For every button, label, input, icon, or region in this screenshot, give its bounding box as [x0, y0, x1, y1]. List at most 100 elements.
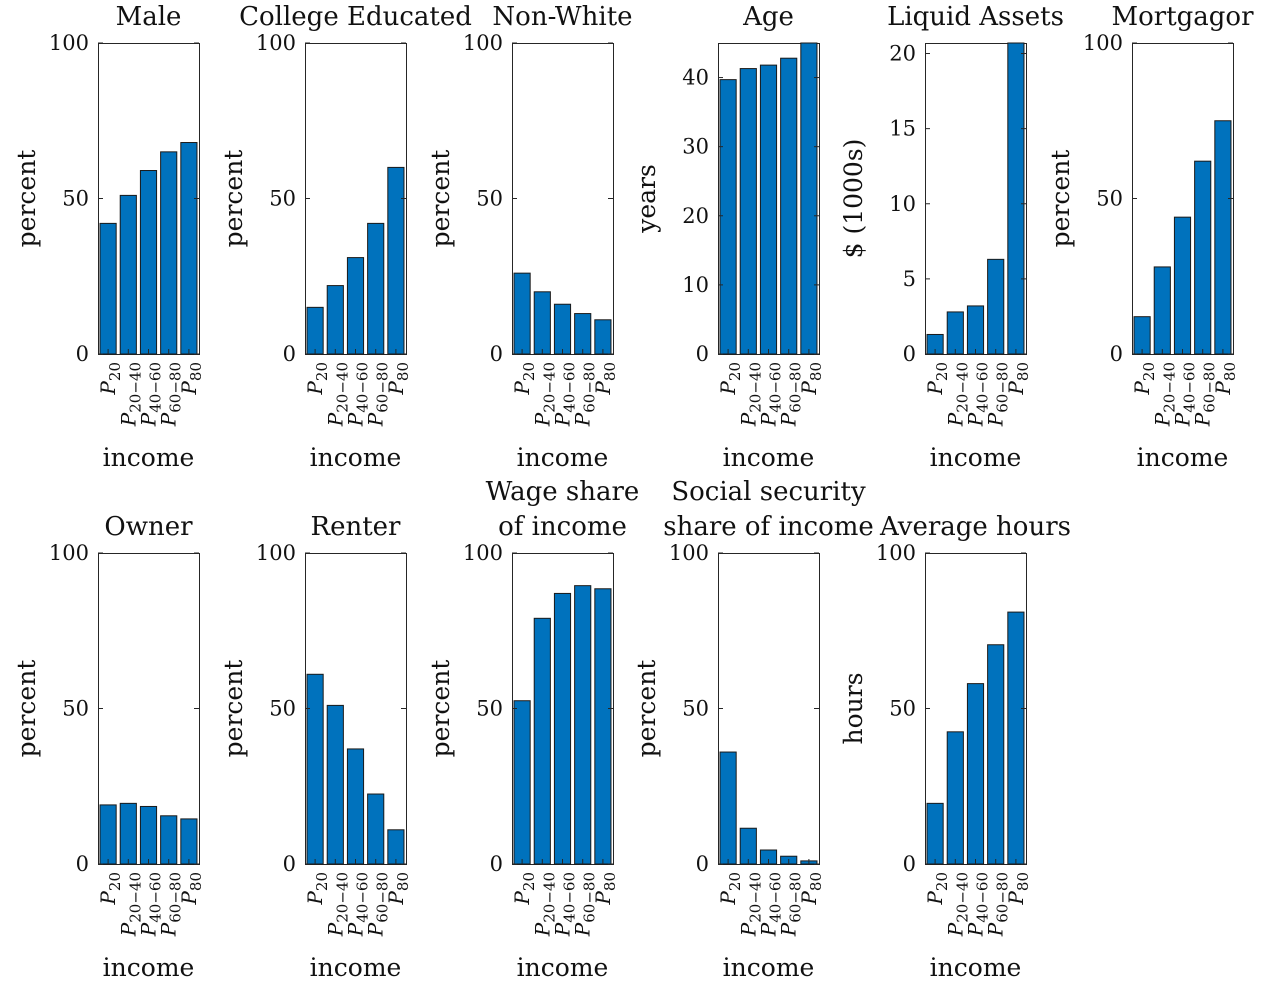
x-axis-label: income — [723, 953, 815, 982]
x-tick-label: P80 — [1211, 362, 1239, 396]
y-axis-label: percent — [426, 660, 455, 758]
bar — [180, 818, 198, 865]
x-tick-label: P80 — [1004, 872, 1032, 906]
x-tick-label: P20−40 — [1150, 362, 1178, 427]
x-tick-label: P40−60 — [344, 362, 372, 427]
x-tick-label: P40−60 — [344, 872, 372, 937]
bar — [387, 829, 405, 865]
chart-title: Mortgagor — [1111, 2, 1254, 32]
y-tick-label: 100 — [1083, 31, 1123, 55]
y-tick-label: 50 — [889, 697, 916, 721]
x-tick-label: P60−80 — [157, 362, 185, 427]
y-tick-label: 0 — [903, 342, 916, 366]
bar — [513, 272, 531, 355]
x-tick-label: P20−40 — [116, 872, 144, 937]
bar — [946, 731, 964, 865]
bar — [1173, 216, 1192, 355]
x-tick-label: P20 — [510, 872, 538, 906]
x-axis-label: income — [723, 443, 815, 472]
x-tick-label: P20−40 — [736, 872, 764, 937]
chart-title: College Educated — [239, 2, 472, 32]
x-tick-label: P20−40 — [736, 362, 764, 427]
bar — [119, 194, 137, 355]
x-axis-label: income — [103, 953, 195, 982]
bar — [574, 585, 592, 865]
bar — [387, 166, 405, 355]
x-tick-label: P80 — [177, 362, 205, 396]
bar — [533, 617, 551, 865]
y-axis-label: percent — [1046, 150, 1075, 248]
y-tick-label: 0 — [76, 852, 89, 876]
x-tick-label: P20 — [303, 872, 331, 906]
x-tick-label: P20−40 — [530, 872, 558, 937]
y-tick-label: 50 — [62, 697, 89, 721]
x-axis-label: income — [930, 443, 1022, 472]
x-tick-label: P80 — [384, 362, 412, 396]
bar — [326, 704, 344, 865]
bar — [99, 804, 117, 865]
y-tick-label: 10 — [682, 273, 709, 297]
x-tick-label: P60−80 — [571, 872, 599, 937]
y-tick-label: 0 — [1110, 342, 1123, 366]
x-tick-label: P20 — [96, 362, 124, 396]
x-axis-label: income — [930, 953, 1022, 982]
x-tick-label: P40−60 — [964, 362, 992, 427]
chart-title: Liquid Assets — [887, 2, 1064, 32]
chart-title: Renter — [311, 512, 402, 542]
x-tick-label: P60−80 — [1191, 362, 1219, 427]
x-tick-label: P80 — [177, 872, 205, 906]
x-tick-label: P40−60 — [551, 872, 579, 937]
bar — [346, 257, 365, 355]
chart-title: of income — [498, 512, 627, 542]
bar — [594, 588, 612, 865]
bar — [533, 291, 551, 355]
x-tick-label: P80 — [797, 872, 825, 906]
bar — [1153, 266, 1171, 355]
bar — [306, 673, 324, 865]
bar — [987, 644, 1005, 865]
x-tick-label: P80 — [591, 872, 619, 906]
y-tick-label: 50 — [62, 187, 89, 211]
y-tick-label: 50 — [476, 187, 503, 211]
y-axis-label: percent — [219, 660, 248, 758]
x-tick-label: P40−60 — [964, 872, 992, 937]
bar — [1007, 42, 1025, 355]
y-tick-label: 15 — [889, 117, 916, 141]
y-tick-label: 0 — [903, 852, 916, 876]
x-tick-label: P80 — [1004, 362, 1032, 396]
x-tick-label: P20 — [716, 872, 744, 906]
y-tick-label: 0 — [490, 852, 503, 876]
y-axis-label: years — [632, 164, 661, 234]
y-axis-label: percent — [426, 150, 455, 248]
bar — [739, 827, 757, 865]
x-tick-label: P40−60 — [137, 362, 165, 427]
x-tick-label: P60−80 — [364, 872, 392, 937]
bar — [160, 815, 178, 865]
bar — [1214, 120, 1232, 355]
chart-title: Owner — [104, 512, 193, 542]
y-tick-label: 20 — [889, 42, 916, 66]
y-tick-label: 0 — [696, 852, 709, 876]
y-tick-label: 100 — [463, 541, 503, 565]
y-tick-label: 100 — [256, 541, 296, 565]
chart-title: Age — [742, 2, 794, 32]
x-axis-label: income — [1137, 443, 1229, 472]
chart-title: share of income — [663, 512, 874, 542]
x-tick-label: P40−60 — [757, 872, 785, 937]
y-tick-label: 5 — [903, 267, 916, 291]
y-tick-label: 100 — [876, 541, 916, 565]
bar — [513, 700, 531, 865]
x-tick-label: P20−40 — [943, 362, 971, 427]
bar — [719, 79, 737, 355]
y-tick-label: 50 — [682, 697, 709, 721]
x-tick-label: P20 — [923, 872, 951, 906]
x-tick-label: P20−40 — [323, 872, 351, 937]
bar — [139, 805, 158, 865]
y-tick-label: 0 — [76, 342, 89, 366]
